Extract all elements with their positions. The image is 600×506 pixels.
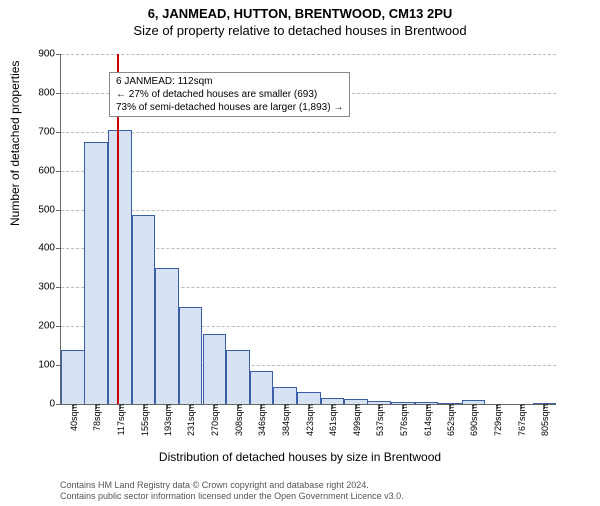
ytick-mark	[56, 93, 61, 94]
ytick-label: 100	[25, 360, 55, 371]
xtick-label: 537sqm	[375, 404, 385, 436]
gridline-h	[61, 210, 556, 211]
xtick-label: 729sqm	[493, 404, 503, 436]
histogram-bar	[203, 334, 227, 404]
ytick-label: 900	[25, 49, 55, 60]
footer-attribution: Contains HM Land Registry data © Crown c…	[60, 480, 404, 502]
footer-line2: Contains public sector information licen…	[60, 491, 404, 502]
xtick-label: 767sqm	[517, 404, 527, 436]
xtick-label: 155sqm	[140, 404, 150, 436]
gridline-h	[61, 132, 556, 133]
annotation-box: 6 JANMEAD: 112sqm ← 27% of detached hous…	[109, 72, 350, 117]
xtick-label: 231sqm	[186, 404, 196, 436]
xtick-label: 614sqm	[423, 404, 433, 436]
x-axis-label: Distribution of detached houses by size …	[0, 450, 600, 464]
xtick-label: 40sqm	[69, 404, 79, 431]
xtick-label: 193sqm	[163, 404, 173, 436]
gridline-h	[61, 54, 556, 55]
annotation-line1: 6 JANMEAD: 112sqm	[116, 75, 343, 88]
ytick-mark	[56, 54, 61, 55]
annotation-line3: 73% of semi-detached houses are larger (…	[116, 101, 343, 114]
histogram-bar	[61, 350, 85, 404]
histogram-bar	[250, 371, 274, 404]
ytick-label: 500	[25, 204, 55, 215]
ytick-label: 700	[25, 126, 55, 137]
histogram-bar	[179, 307, 203, 404]
xtick-label: 308sqm	[234, 404, 244, 436]
histogram-bar	[297, 392, 321, 404]
xtick-label: 690sqm	[469, 404, 479, 436]
ytick-label: 200	[25, 321, 55, 332]
xtick-label: 270sqm	[210, 404, 220, 436]
histogram-bar	[155, 268, 179, 404]
xtick-label: 384sqm	[281, 404, 291, 436]
page-subtitle: Size of property relative to detached ho…	[0, 23, 600, 38]
xtick-label: 461sqm	[328, 404, 338, 436]
ytick-label: 600	[25, 165, 55, 176]
chart-container: 010020030040050060070080090040sqm78sqm11…	[60, 54, 555, 404]
histogram-bar	[226, 350, 250, 404]
ytick-mark	[56, 248, 61, 249]
xtick-label: 805sqm	[540, 404, 550, 436]
xtick-label: 117sqm	[116, 404, 126, 435]
histogram-bar	[132, 215, 156, 404]
ytick-label: 800	[25, 87, 55, 98]
footer-line1: Contains HM Land Registry data © Crown c…	[60, 480, 404, 491]
annotation-line2: ← 27% of detached houses are smaller (69…	[116, 88, 343, 101]
y-axis-label: Number of detached properties	[8, 61, 22, 226]
ytick-mark	[56, 171, 61, 172]
ytick-label: 300	[25, 282, 55, 293]
xtick-label: 652sqm	[446, 404, 456, 436]
ytick-label: 0	[25, 399, 55, 410]
plot-area: 010020030040050060070080090040sqm78sqm11…	[60, 54, 556, 405]
xtick-label: 346sqm	[257, 404, 267, 436]
page-title-address: 6, JANMEAD, HUTTON, BRENTWOOD, CM13 2PU	[0, 6, 600, 21]
ytick-mark	[56, 404, 61, 405]
xtick-label: 576sqm	[399, 404, 409, 436]
histogram-bar	[84, 142, 108, 405]
histogram-bar	[108, 130, 132, 404]
ytick-mark	[56, 132, 61, 133]
xtick-label: 499sqm	[352, 404, 362, 436]
ytick-mark	[56, 287, 61, 288]
ytick-label: 400	[25, 243, 55, 254]
histogram-bar	[273, 387, 297, 405]
xtick-label: 423sqm	[305, 404, 315, 436]
ytick-mark	[56, 210, 61, 211]
ytick-mark	[56, 326, 61, 327]
gridline-h	[61, 171, 556, 172]
xtick-label: 78sqm	[92, 404, 102, 431]
